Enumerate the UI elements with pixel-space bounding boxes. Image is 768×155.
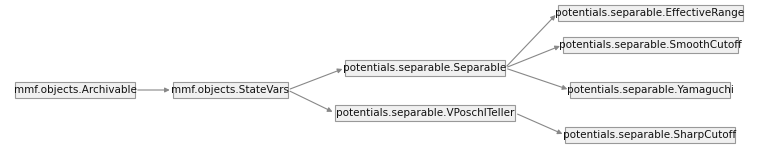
FancyBboxPatch shape xyxy=(15,82,135,98)
Text: mmf.objects.Archivable: mmf.objects.Archivable xyxy=(14,85,137,95)
FancyBboxPatch shape xyxy=(335,105,515,121)
FancyBboxPatch shape xyxy=(570,82,730,98)
Text: potentials.separable.Yamaguchi: potentials.separable.Yamaguchi xyxy=(567,85,733,95)
Text: potentials.separable.SharpCutoff: potentials.separable.SharpCutoff xyxy=(564,130,737,140)
FancyBboxPatch shape xyxy=(562,37,737,53)
FancyBboxPatch shape xyxy=(345,60,505,76)
FancyBboxPatch shape xyxy=(173,82,287,98)
FancyBboxPatch shape xyxy=(558,5,743,21)
Text: potentials.separable.SmoothCutoff: potentials.separable.SmoothCutoff xyxy=(558,40,741,50)
Text: potentials.separable.VPoschlTeller: potentials.separable.VPoschlTeller xyxy=(336,108,515,118)
FancyBboxPatch shape xyxy=(565,127,735,143)
Text: potentials.separable.EffectiveRange: potentials.separable.EffectiveRange xyxy=(555,8,744,18)
Text: potentials.separable.Separable: potentials.separable.Separable xyxy=(343,63,507,73)
Text: mmf.objects.StateVars: mmf.objects.StateVars xyxy=(171,85,289,95)
